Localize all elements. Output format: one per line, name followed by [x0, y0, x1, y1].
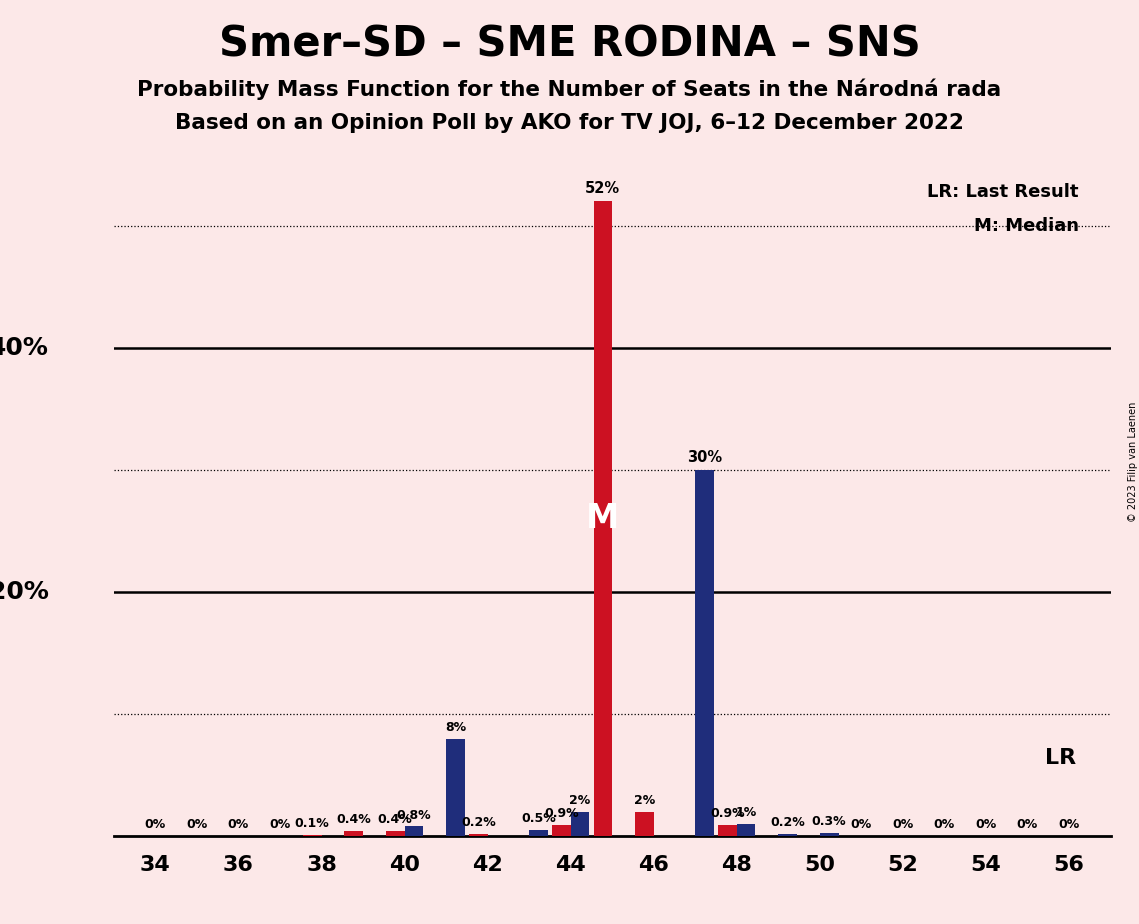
Text: 2%: 2%: [633, 794, 655, 807]
Text: 0.4%: 0.4%: [378, 813, 412, 826]
Text: 0%: 0%: [145, 819, 166, 832]
Bar: [404, 826, 424, 836]
Text: 52%: 52%: [585, 181, 621, 197]
Bar: [386, 832, 404, 836]
Text: 0%: 0%: [1017, 819, 1038, 832]
Text: 0.3%: 0.3%: [812, 815, 846, 828]
Text: 8%: 8%: [445, 721, 466, 734]
Text: 0.1%: 0.1%: [295, 817, 329, 830]
Text: 0%: 0%: [934, 819, 954, 832]
Text: M: M: [587, 503, 620, 535]
Text: 0%: 0%: [975, 819, 997, 832]
Bar: [820, 833, 838, 836]
Bar: [303, 835, 321, 836]
Text: Probability Mass Function for the Number of Seats in the Národná rada: Probability Mass Function for the Number…: [138, 79, 1001, 100]
Text: 0.2%: 0.2%: [461, 816, 495, 829]
Text: 30%: 30%: [687, 450, 722, 465]
Bar: [344, 832, 363, 836]
Bar: [718, 825, 737, 836]
Text: 0%: 0%: [270, 819, 290, 832]
Text: 40%: 40%: [0, 335, 49, 359]
Text: 0.9%: 0.9%: [544, 808, 579, 821]
Text: 0%: 0%: [1058, 819, 1080, 832]
Text: 0.9%: 0.9%: [710, 808, 745, 821]
Text: Smer–SD – SME RODINA – SNS: Smer–SD – SME RODINA – SNS: [219, 23, 920, 65]
Text: 20%: 20%: [0, 580, 49, 604]
Text: © 2023 Filip van Laenen: © 2023 Filip van Laenen: [1129, 402, 1138, 522]
Text: 0%: 0%: [892, 819, 913, 832]
Text: 0.8%: 0.8%: [396, 808, 432, 821]
Text: 0%: 0%: [228, 819, 249, 832]
Bar: [593, 201, 612, 836]
Text: 0%: 0%: [851, 819, 872, 832]
Text: 0%: 0%: [187, 819, 207, 832]
Bar: [469, 833, 487, 836]
Text: 2%: 2%: [570, 794, 591, 807]
Text: 0.4%: 0.4%: [336, 813, 371, 826]
Text: 0.5%: 0.5%: [522, 812, 556, 825]
Text: M: Median: M: Median: [974, 217, 1079, 236]
Bar: [530, 830, 548, 836]
Bar: [552, 825, 571, 836]
Text: 1%: 1%: [736, 806, 756, 820]
Text: LR: Last Result: LR: Last Result: [927, 183, 1079, 201]
Bar: [571, 812, 589, 836]
Bar: [695, 470, 714, 836]
Bar: [737, 824, 755, 836]
Text: 0.2%: 0.2%: [770, 816, 805, 829]
Bar: [778, 833, 797, 836]
Text: Based on an Opinion Poll by AKO for TV JOJ, 6–12 December 2022: Based on an Opinion Poll by AKO for TV J…: [175, 113, 964, 133]
Bar: [636, 812, 654, 836]
Bar: [446, 738, 465, 836]
Text: LR: LR: [1044, 748, 1075, 768]
